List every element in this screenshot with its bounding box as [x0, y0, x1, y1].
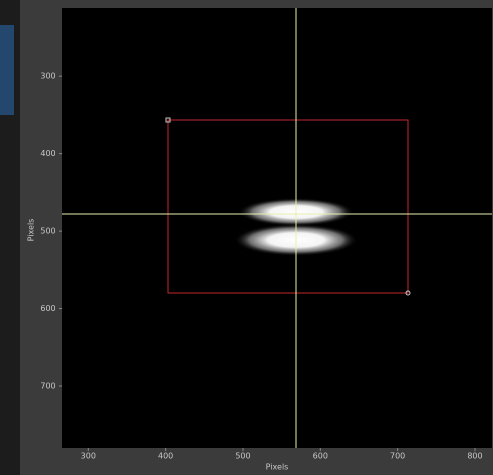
- x-tick-label: 600: [313, 452, 328, 461]
- x-axis-label: Pixels: [266, 463, 289, 472]
- x-tick-label: 500: [235, 452, 250, 461]
- x-tick-label: 300: [81, 452, 96, 461]
- x-tick-label: 800: [467, 452, 482, 461]
- x-tick-label: 400: [158, 452, 173, 461]
- y-tick-label: 500: [40, 227, 55, 236]
- side-window-strip: [0, 25, 14, 115]
- y-tick-label: 400: [40, 149, 55, 158]
- x-tick-label: 700: [390, 452, 405, 461]
- y-tick-label: 600: [40, 304, 55, 313]
- image-viewer: Pixels Pixels 300 400 500 600 700 800 300 400 50…: [0, 0, 493, 475]
- y-tick-label: 300: [40, 72, 55, 81]
- y-tick-label: 700: [40, 382, 55, 391]
- y-axis-label: Pixels: [27, 219, 36, 242]
